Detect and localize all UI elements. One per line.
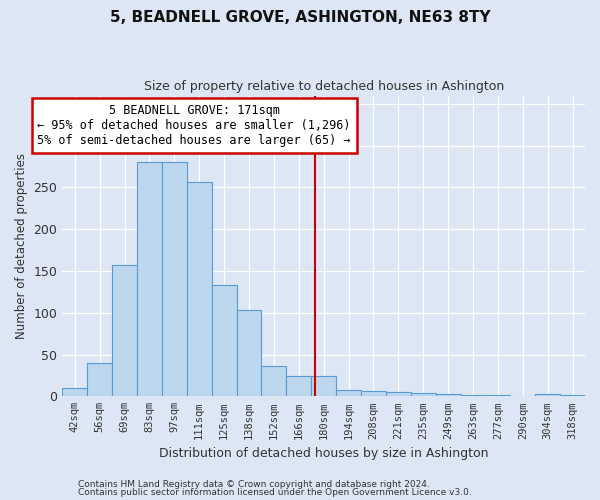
Bar — [187, 182, 212, 396]
Title: Size of property relative to detached houses in Ashington: Size of property relative to detached ho… — [143, 80, 504, 93]
Text: 5 BEADNELL GROVE: 171sqm
← 95% of detached houses are smaller (1,296)
5% of semi: 5 BEADNELL GROVE: 171sqm ← 95% of detach… — [37, 104, 351, 147]
Bar — [386, 392, 411, 396]
Bar — [336, 390, 361, 396]
Bar — [485, 394, 511, 396]
Bar — [411, 393, 436, 396]
Bar — [461, 394, 485, 396]
Text: Contains HM Land Registry data © Crown copyright and database right 2024.: Contains HM Land Registry data © Crown c… — [78, 480, 430, 489]
Bar — [535, 394, 560, 396]
Bar — [62, 388, 87, 396]
Bar — [560, 394, 585, 396]
Text: 5, BEADNELL GROVE, ASHINGTON, NE63 8TY: 5, BEADNELL GROVE, ASHINGTON, NE63 8TY — [110, 10, 490, 25]
Y-axis label: Number of detached properties: Number of detached properties — [15, 153, 28, 339]
Bar — [262, 366, 286, 396]
Bar — [162, 162, 187, 396]
Bar — [311, 376, 336, 396]
Bar — [286, 376, 311, 396]
Bar — [87, 363, 112, 396]
Bar — [436, 394, 461, 396]
Bar — [112, 265, 137, 396]
Bar — [236, 310, 262, 396]
Bar — [361, 392, 386, 396]
Bar — [137, 162, 162, 396]
Text: Contains public sector information licensed under the Open Government Licence v3: Contains public sector information licen… — [78, 488, 472, 497]
Bar — [212, 285, 236, 397]
X-axis label: Distribution of detached houses by size in Ashington: Distribution of detached houses by size … — [159, 447, 488, 460]
